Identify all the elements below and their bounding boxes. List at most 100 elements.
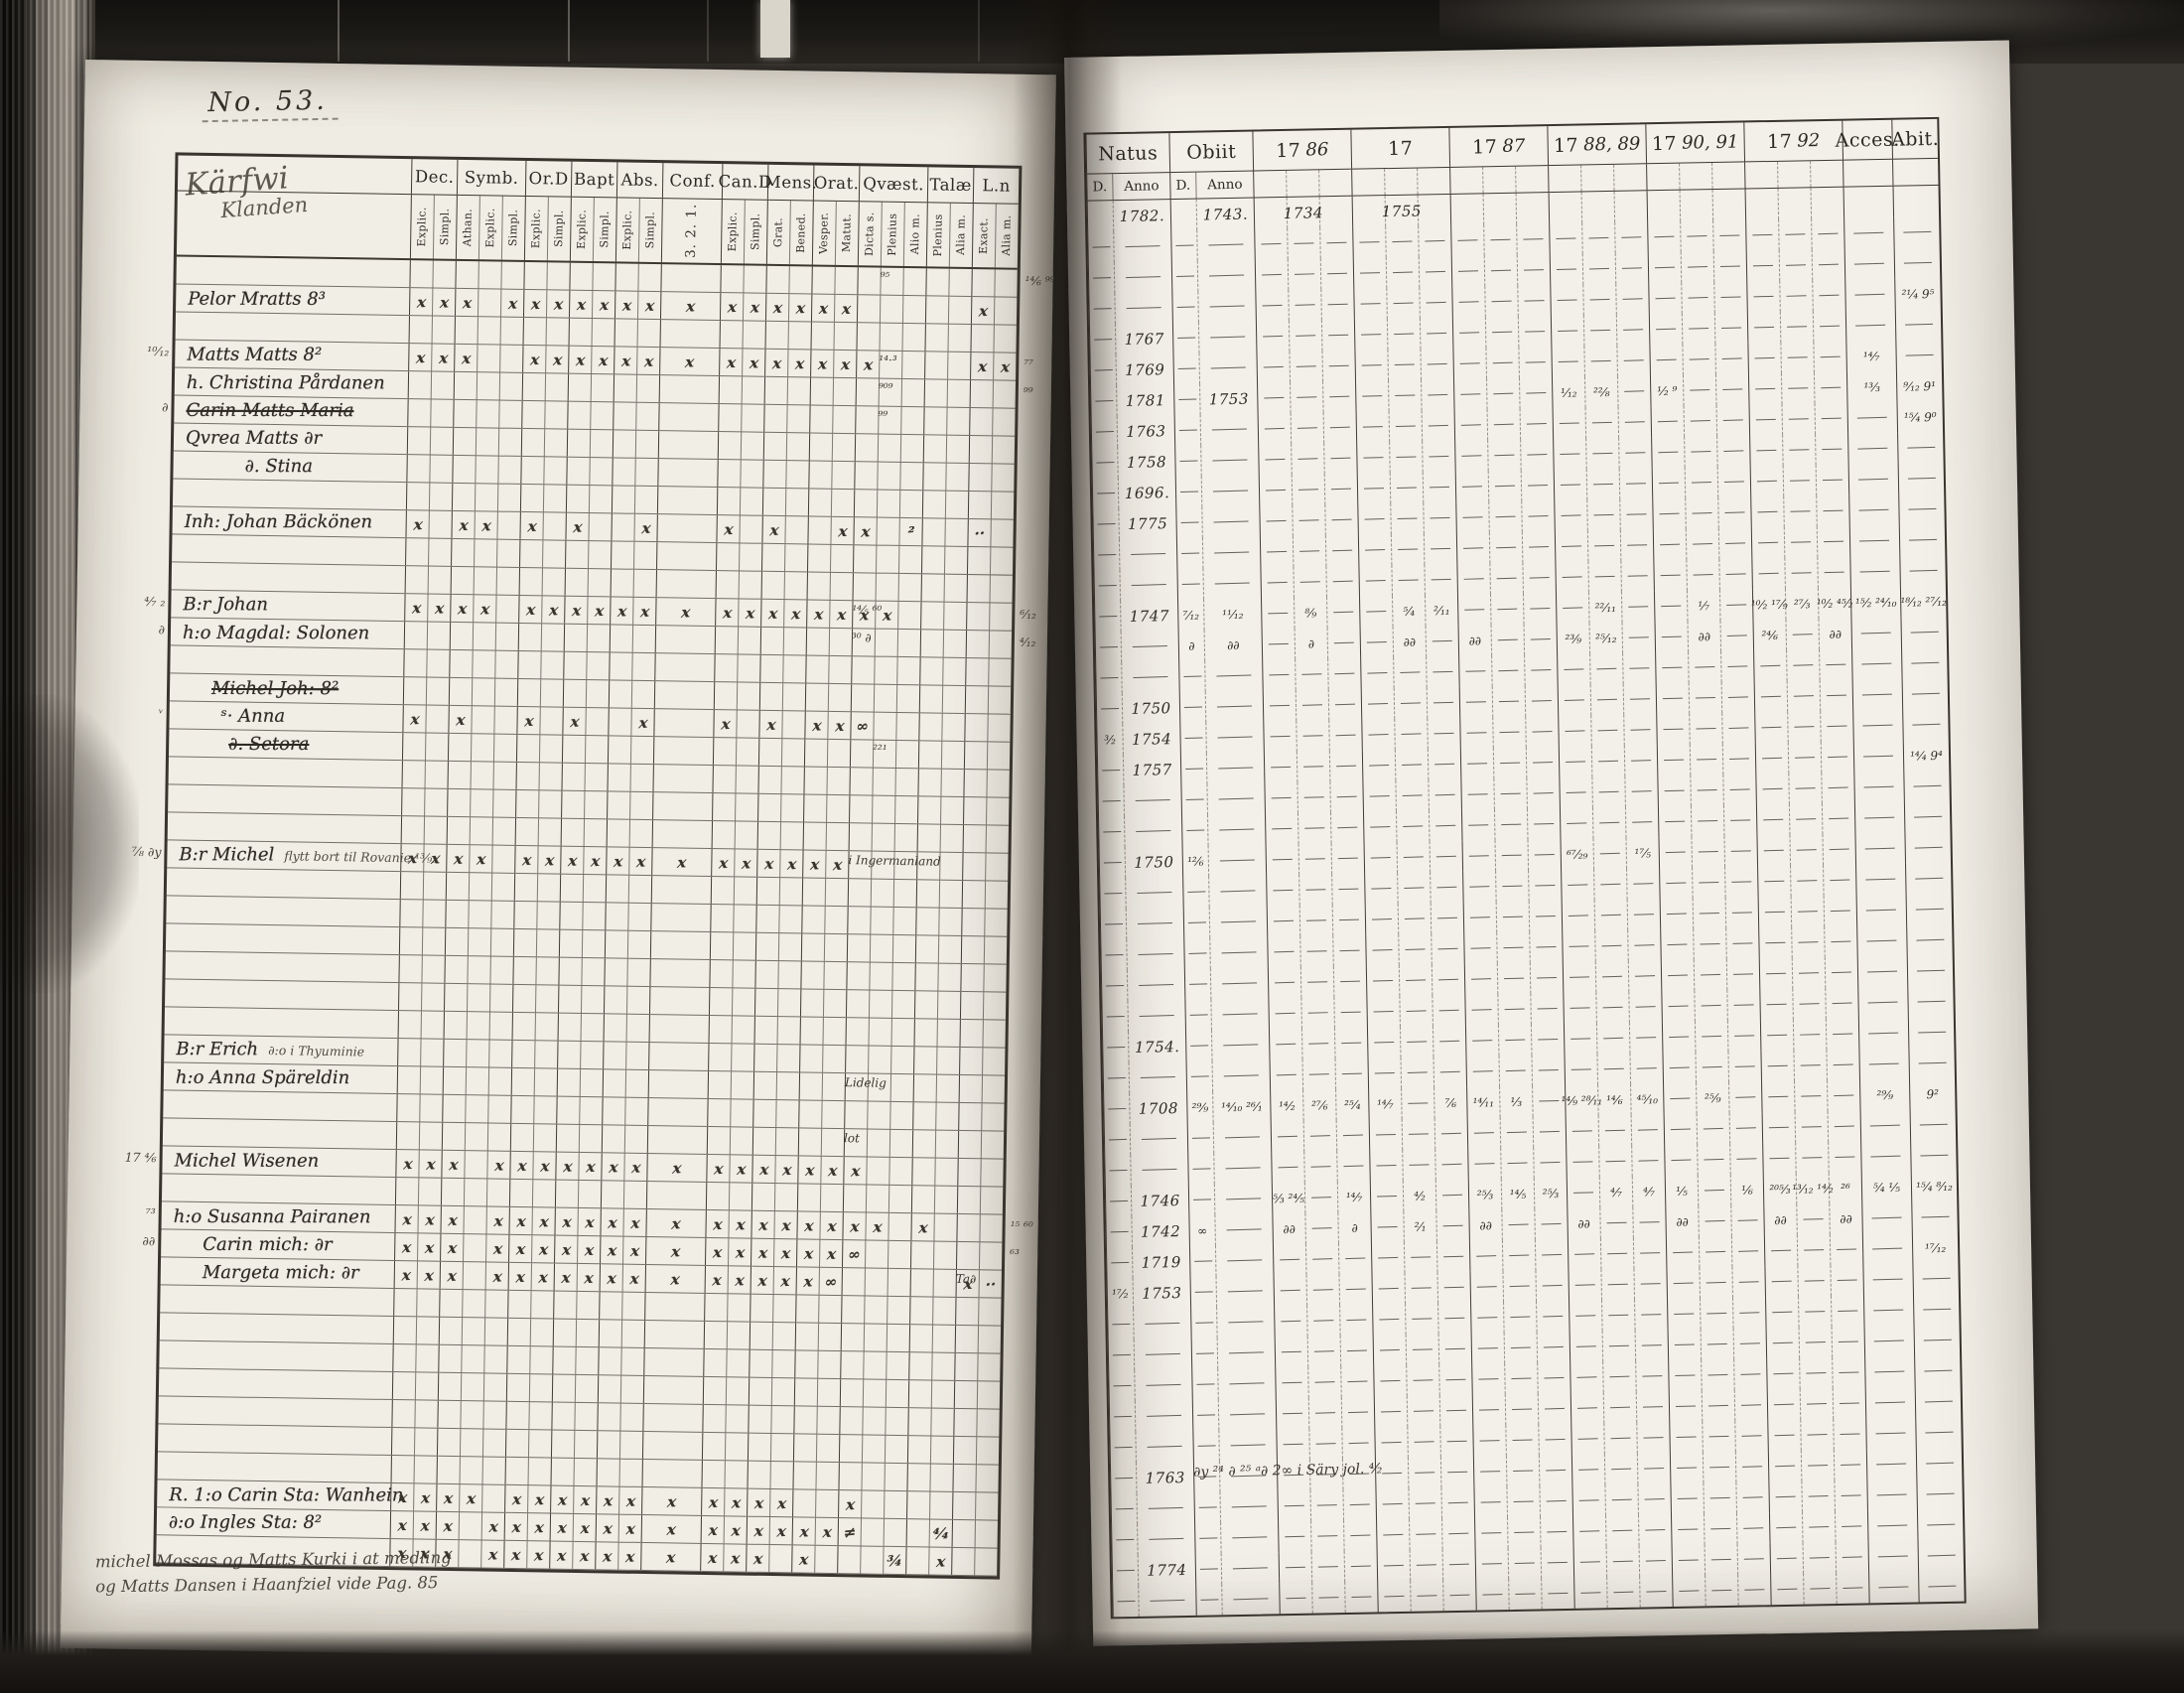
empty-dash xyxy=(1643,1406,1663,1408)
attendance-mark: ≠ xyxy=(842,1522,857,1542)
empty-dash xyxy=(1628,606,1649,608)
mark-cell: x xyxy=(591,347,614,374)
attendance-mark: x xyxy=(400,1237,412,1256)
entry-cell xyxy=(1274,1336,1308,1368)
entry-cell: ¹⁴⁄₁₁ xyxy=(1466,1086,1500,1118)
mark-cell: x xyxy=(810,350,834,377)
entry-cell xyxy=(1570,1361,1603,1393)
entry-cell xyxy=(1258,474,1293,506)
empty-dash xyxy=(1859,570,1891,573)
empty-dash xyxy=(1499,700,1519,703)
entry-cell xyxy=(1595,1022,1630,1055)
attendance-mark: x xyxy=(608,1157,618,1177)
subheader-tick-cell xyxy=(1777,161,1811,188)
mark-cell xyxy=(988,658,1012,686)
entry-cell xyxy=(1090,416,1118,448)
attendance-mark: x xyxy=(827,1161,838,1180)
entry-value: ¹⁄₃ xyxy=(1510,1094,1523,1109)
entry-cell xyxy=(1632,1237,1667,1269)
empty-dash xyxy=(1919,1154,1948,1157)
empty-dash xyxy=(1331,488,1351,491)
mark-cell xyxy=(776,989,801,1017)
mark-cell xyxy=(530,1291,554,1319)
entry-cell xyxy=(1438,1363,1472,1396)
empty-dash xyxy=(1588,236,1609,239)
entry-cell xyxy=(1712,250,1747,283)
mark-cell xyxy=(464,1151,487,1179)
entry-value: ∂∂ xyxy=(1227,637,1240,652)
entry-cell: ¹⁴⁄₇ xyxy=(1336,1181,1371,1213)
empty-dash xyxy=(1496,546,1517,549)
entry-value: 1775 xyxy=(1127,513,1168,533)
mark-cell xyxy=(765,265,789,294)
entry-cell xyxy=(1730,1235,1765,1267)
mark-cell xyxy=(577,1180,602,1208)
empty-dash xyxy=(1720,265,1740,268)
empty-dash xyxy=(1097,554,1116,556)
empty-dash xyxy=(1373,979,1394,982)
empty-dash xyxy=(1221,982,1258,985)
mark-cell xyxy=(495,567,520,595)
mark-cell xyxy=(573,1458,597,1486)
mark-cell xyxy=(936,1019,960,1047)
mark-cell xyxy=(467,928,491,956)
mark-cell xyxy=(649,931,711,959)
entry-cell xyxy=(1537,1392,1571,1425)
mark-cell xyxy=(893,823,918,852)
mark-cell: x xyxy=(747,1488,770,1517)
empty-dash xyxy=(1764,880,1785,883)
empty-dash xyxy=(1345,1288,1366,1291)
mark-cell xyxy=(771,1350,795,1378)
entry-cell xyxy=(1629,1053,1664,1084)
empty-dash xyxy=(1870,1155,1902,1158)
mark-cell xyxy=(952,1464,976,1492)
entry-cell xyxy=(1433,1056,1467,1088)
mark-cell xyxy=(491,817,516,845)
mark-cell xyxy=(921,518,945,546)
mark-cell: x xyxy=(480,1512,505,1540)
empty-dash xyxy=(1327,303,1348,306)
entry-cell xyxy=(1584,406,1619,439)
attendance-mark: x xyxy=(707,1548,718,1567)
entry-value: ⁴⁄₇ xyxy=(1643,1184,1655,1199)
entry-cell xyxy=(1844,278,1895,311)
empty-dash xyxy=(1915,938,1944,941)
entry-cell xyxy=(1569,1300,1602,1332)
entry-cell: ²⁵⁄₄ xyxy=(1335,1088,1369,1121)
entry-cell xyxy=(1824,956,1858,989)
mark-cell xyxy=(416,1289,440,1317)
cell-note: ⁹⁹ xyxy=(878,408,888,423)
entry-cell xyxy=(1451,317,1486,349)
mark-cell xyxy=(957,1130,982,1159)
subcolumn-header-text: Simpl. xyxy=(749,212,762,251)
entry-cell xyxy=(1790,896,1825,927)
empty-dash xyxy=(1706,1250,1726,1253)
mark-cell xyxy=(624,1097,648,1126)
subheader-tick-cell xyxy=(1679,163,1712,190)
mark-cell: x xyxy=(507,1262,532,1291)
entry-cell xyxy=(1521,500,1555,532)
empty-dash xyxy=(1538,1068,1559,1071)
empty-dash xyxy=(1434,793,1455,796)
empty-dash xyxy=(1769,1157,1790,1160)
mark-cell xyxy=(629,764,653,792)
attendance-mark: x xyxy=(442,1516,454,1535)
empty-dash xyxy=(1223,1044,1259,1047)
mark-cell xyxy=(481,1484,505,1512)
entry-cell xyxy=(1297,843,1332,875)
mark-cell xyxy=(592,263,615,291)
entry-cell xyxy=(1702,1420,1735,1453)
entry-cell: ∂ xyxy=(1337,1211,1371,1244)
name-cell: B:r Johan xyxy=(171,590,404,621)
entry-cell xyxy=(1669,1421,1703,1454)
entry-cell xyxy=(1730,1204,1764,1236)
mark-cell xyxy=(651,820,713,849)
empty-dash xyxy=(1459,362,1480,364)
empty-dash xyxy=(1662,666,1683,669)
entry-cell xyxy=(1910,1139,1957,1172)
empty-dash xyxy=(1112,1323,1130,1326)
mark-cell xyxy=(494,650,518,678)
mark-cell: x xyxy=(645,1237,706,1265)
entry-cell xyxy=(1269,1058,1303,1091)
entry-cell xyxy=(1219,1490,1279,1523)
